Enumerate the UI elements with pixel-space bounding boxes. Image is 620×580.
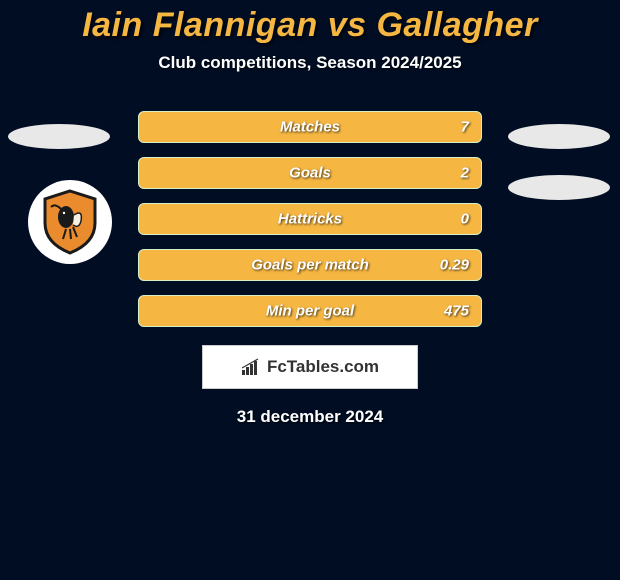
stat-label: Goals per match — [251, 257, 369, 274]
subtitle: Club competitions, Season 2024/2025 — [0, 53, 620, 73]
stat-row-goals-per-match: Goals per match 0.29 — [138, 249, 482, 281]
stat-label: Goals — [289, 165, 331, 182]
page-title: Iain Flannigan vs Gallagher — [0, 6, 620, 45]
stat-row-min-per-goal: Min per goal 475 — [138, 295, 482, 327]
stat-value: 0.29 — [440, 257, 469, 274]
right-player-column — [508, 124, 610, 226]
stat-label: Min per goal — [266, 303, 354, 320]
date-text: 31 december 2024 — [0, 407, 620, 427]
stat-value: 7 — [461, 119, 469, 136]
player-pill — [508, 175, 610, 200]
stat-value: 0 — [461, 211, 469, 228]
logo-text: FcTables.com — [267, 357, 379, 377]
player-pill — [8, 124, 110, 149]
stat-value: 475 — [444, 303, 469, 320]
site-logo[interactable]: FcTables.com — [202, 345, 418, 389]
stat-label: Hattricks — [278, 211, 342, 228]
stat-value: 2 — [461, 165, 469, 182]
bar-chart-icon — [241, 358, 263, 376]
stat-row-goals: Goals 2 — [138, 157, 482, 189]
left-player-column — [8, 124, 110, 175]
stat-label: Matches — [280, 119, 340, 136]
player-pill — [508, 124, 610, 149]
stat-row-matches: Matches 7 — [138, 111, 482, 143]
stat-row-hattricks: Hattricks 0 — [138, 203, 482, 235]
club-badge — [28, 180, 112, 264]
shield-icon — [41, 189, 99, 255]
